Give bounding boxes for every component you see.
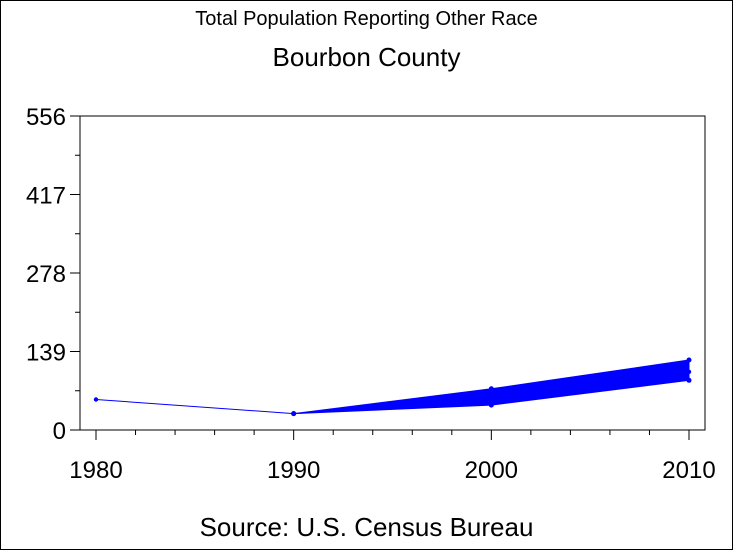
x-tick-label: 2010 — [662, 457, 715, 484]
source-note: Source: U.S. Census Bureau — [199, 512, 534, 542]
x-axis-ticks: 1980 1990 2000 2010 — [69, 430, 716, 484]
series-marks — [93, 357, 692, 417]
band-upper-point — [488, 386, 494, 392]
series-point — [93, 397, 99, 402]
x-tick-label: 1980 — [69, 457, 122, 484]
band-upper-point — [686, 357, 692, 363]
band-lower-point — [686, 377, 692, 383]
x-tick-label: 1990 — [267, 457, 320, 484]
y-axis-ticks: 0 139 278 417 556 — [26, 104, 80, 445]
series-point — [686, 369, 692, 375]
series-point — [489, 398, 494, 403]
x-tick-label: 2000 — [465, 457, 518, 484]
y-tick-label: 278 — [26, 261, 66, 288]
series-point — [291, 411, 296, 416]
series-line — [95, 371, 690, 415]
y-tick-label: 0 — [53, 418, 66, 445]
chart-title: Total Population Reporting Other Race — [195, 8, 538, 30]
y-tick-label: 556 — [26, 104, 66, 131]
band-lower-point — [488, 402, 494, 408]
y-tick-label: 139 — [26, 340, 66, 367]
chart-subtitle: Bourbon County — [272, 42, 461, 72]
y-tick-label: 417 — [26, 183, 66, 210]
